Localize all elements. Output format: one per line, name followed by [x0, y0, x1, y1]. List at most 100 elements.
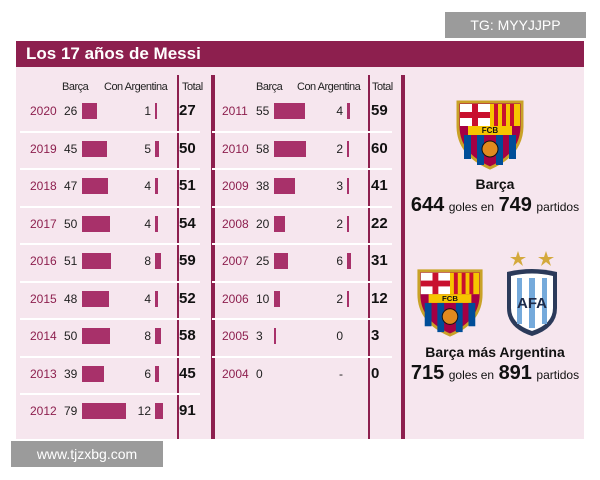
header-barca-left: Barça [62, 81, 89, 93]
left-barca-bar-2017 [82, 215, 110, 232]
right-total-2010: 60 [371, 139, 388, 157]
right-barca-bar-2006 [274, 290, 280, 307]
left-year-2020: 2020 [30, 104, 57, 118]
divider-total-left [177, 75, 179, 439]
right-row-separator [212, 168, 392, 170]
right-barca-value-2008: 20 [256, 216, 270, 231]
summary-barca-label: Barça [475, 176, 515, 192]
right-argentina-bar-2009 [347, 178, 350, 194]
left-year-2018: 2018 [30, 179, 57, 193]
left-year-2014: 2014 [30, 329, 57, 343]
watermark-bottom: www.tjzxbg.com [11, 441, 163, 467]
right-year-2011: 2011 [222, 104, 248, 118]
left-year-2015: 2015 [30, 291, 57, 306]
left-barca-bar-2013 [82, 365, 104, 382]
left-total-2012: 91 [179, 402, 196, 419]
summary-combined-goals-text: goles en [448, 368, 495, 382]
left-row-separator [20, 130, 200, 133]
right-row-separator [212, 205, 392, 208]
right-year-2009: 2009 [222, 179, 249, 193]
right-total-2011: 59 [371, 102, 388, 119]
left-barca-value-2020: 26 [64, 104, 78, 118]
left-year-2013: 2013 [30, 366, 57, 381]
right-total-2008: 22 [371, 214, 388, 232]
left-argentina-value-2013: 6 [144, 366, 151, 381]
left-barca-value-2013: 39 [64, 366, 78, 381]
right-argentina-value-2011: 4 [336, 104, 343, 118]
right-year-2004: 2004 [222, 366, 249, 381]
fcb-crest-small-icon: FCB [417, 269, 483, 337]
left-argentina-value-2019: 5 [144, 141, 151, 156]
right-barca-bar-2007 [274, 253, 288, 269]
header-barca-right: Barça [256, 81, 283, 93]
left-argentina-value-2016: 8 [144, 254, 151, 268]
left-year-2019: 2019 [30, 141, 57, 156]
left-argentina-bar-2016 [155, 253, 161, 269]
left-year-2012: 2012 [30, 404, 57, 418]
right-argentina-bar-2011 [347, 103, 350, 119]
left-argentina-bar-2020 [155, 103, 157, 119]
left-argentina-bar-2012 [155, 403, 164, 419]
header-argentina-left: Con Argentina [104, 81, 168, 93]
right-barca-bar-2005 [274, 328, 276, 344]
left-row-separator [20, 243, 200, 245]
chart-title: Los 17 años de Messi [16, 41, 584, 67]
right-argentina-value-2005: 0 [336, 329, 343, 343]
divider-total-right [368, 75, 370, 439]
summary-barca-goals: 644 [410, 194, 445, 216]
left-argentina-value-2018: 4 [144, 179, 151, 193]
right-argentina-value-2009: 3 [336, 179, 343, 193]
right-argentina-value-2004: - [339, 366, 343, 381]
messi-goals-table: Barça Con Argentina Total Barça Con Arge… [16, 67, 584, 439]
right-argentina-bar-2007 [347, 253, 352, 269]
fcb-crest-icon: FCB [456, 100, 524, 170]
summary-barca-stats: 644 goles en 749 partidos [406, 194, 584, 217]
right-barca-bar-2010 [274, 140, 307, 157]
right-argentina-bar-2006 [347, 290, 349, 307]
left-barca-value-2017: 50 [64, 216, 78, 231]
right-barca-value-2011: 55 [256, 104, 270, 118]
summary-combined-stats: 715 goles en 891 partidos [406, 362, 584, 385]
header-total-right: Total [372, 81, 393, 93]
right-barca-value-2004: 0 [256, 366, 263, 381]
left-argentina-value-2020: 1 [144, 104, 151, 118]
left-argentina-bar-2019 [155, 140, 159, 157]
right-argentina-bar-2008 [347, 215, 349, 232]
left-barca-bar-2012 [82, 403, 127, 419]
right-barca-bar-2008 [274, 215, 286, 232]
divider-summary [401, 75, 405, 439]
left-row-separator [20, 393, 200, 395]
left-argentina-bar-2017 [155, 215, 158, 232]
right-argentina-value-2008: 2 [336, 216, 343, 231]
left-row-separator [20, 318, 200, 320]
left-total-2013: 45 [179, 364, 196, 382]
left-argentina-value-2017: 4 [144, 216, 151, 231]
right-row-separator [212, 243, 392, 245]
right-total-2006: 12 [371, 289, 388, 307]
left-argentina-bar-2015 [155, 290, 158, 307]
summary-combined-matches: 891 [498, 362, 532, 384]
left-total-2017: 54 [179, 214, 196, 232]
left-barca-bar-2020 [82, 103, 97, 119]
left-total-2015: 52 [179, 289, 196, 307]
left-argentina-value-2014: 8 [144, 329, 151, 343]
right-argentina-value-2006: 2 [336, 291, 343, 306]
left-argentina-bar-2014 [155, 328, 161, 344]
header-total-left: Total [182, 81, 203, 93]
fcb-crest-small-text: FCB [442, 294, 458, 303]
afa-crest-text: AFA [517, 295, 547, 312]
left-total-2014: 58 [179, 327, 196, 344]
summary-combined-label: Barça más Argentina [425, 344, 565, 360]
right-barca-bar-2011 [274, 103, 305, 119]
right-row-separator [212, 318, 392, 320]
right-row-separator [212, 280, 392, 283]
left-year-2017: 2017 [30, 216, 57, 231]
right-row-separator [212, 130, 392, 133]
right-argentina-value-2007: 6 [336, 254, 343, 268]
right-year-2006: 2006 [222, 291, 249, 306]
left-total-2020: 27 [179, 102, 196, 119]
right-barca-value-2006: 10 [256, 291, 270, 306]
fcb-crest-text: FCB [482, 126, 499, 135]
left-barca-bar-2014 [82, 328, 110, 344]
right-year-2007: 2007 [222, 254, 249, 268]
